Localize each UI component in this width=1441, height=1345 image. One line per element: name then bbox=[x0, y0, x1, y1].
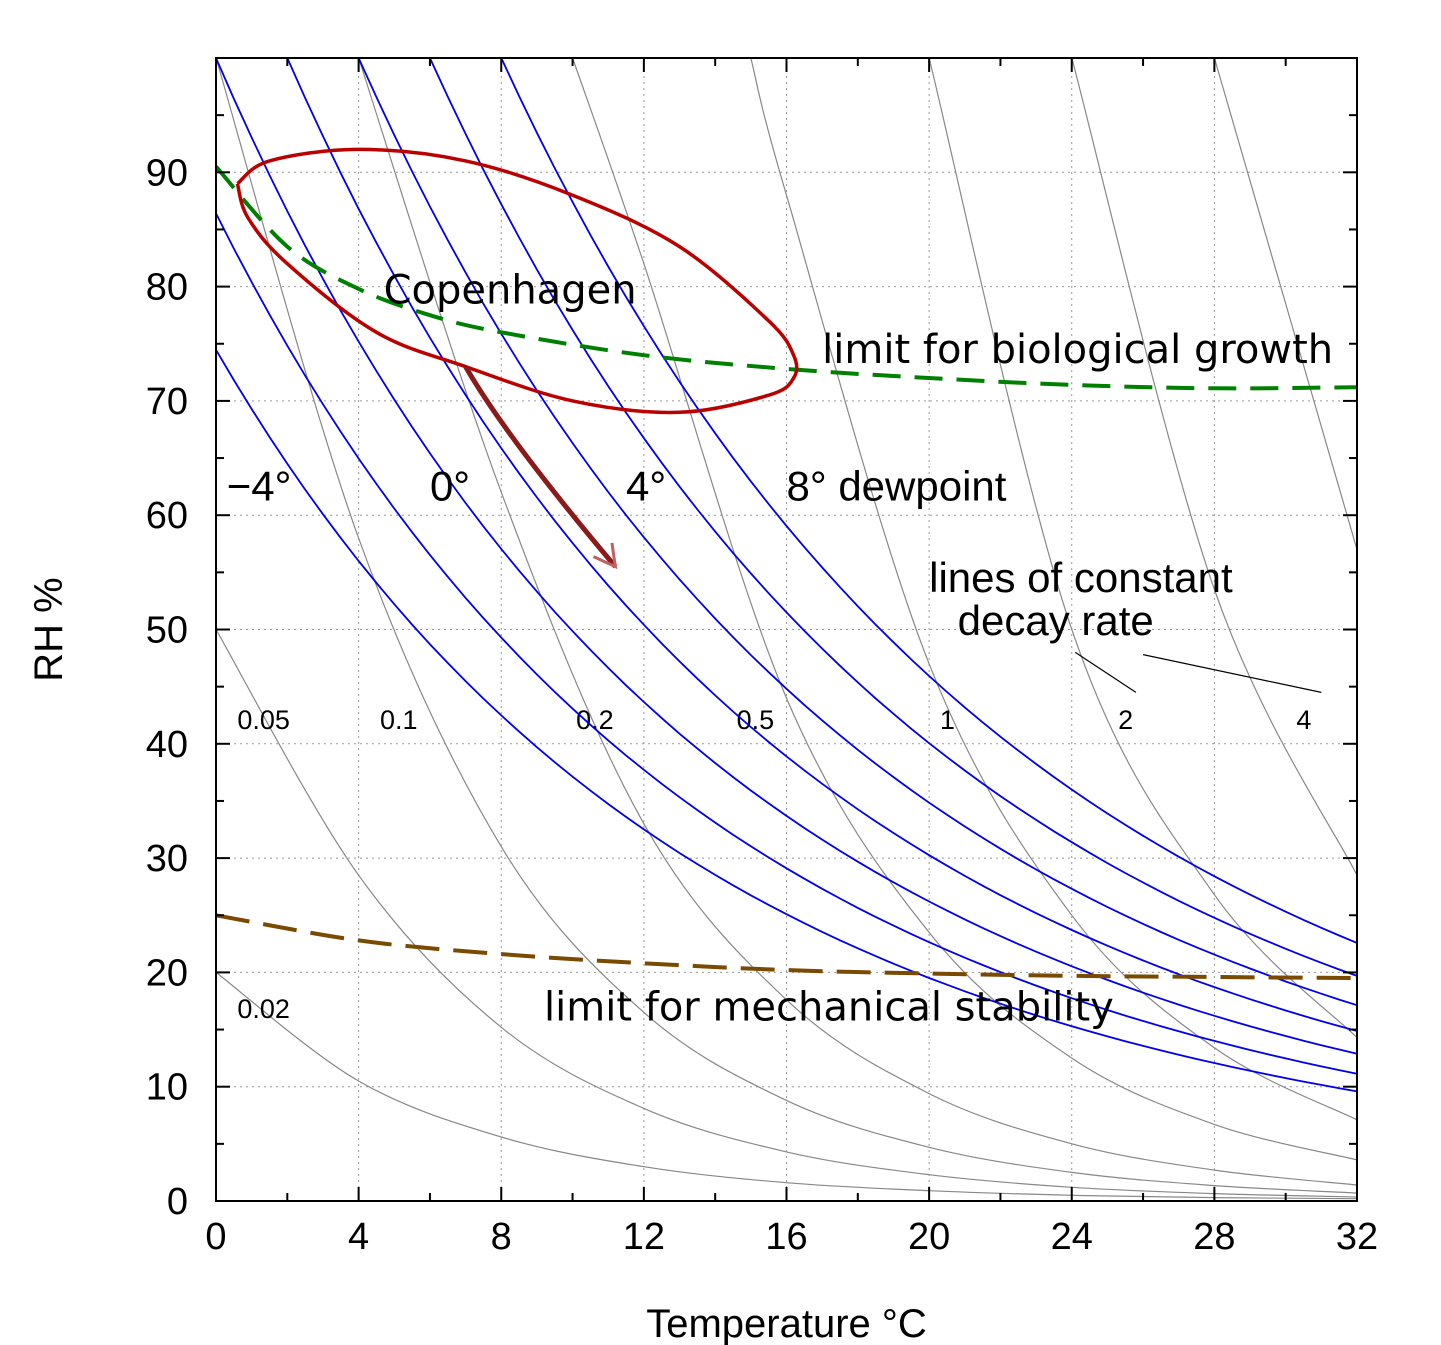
y-tick-label: 30 bbox=[146, 838, 188, 880]
decay-line-label: 0.02 bbox=[237, 994, 290, 1024]
grid-lines bbox=[216, 58, 1357, 1201]
decay-line bbox=[928, 57, 1358, 1039]
x-axis-title: Temperature °C bbox=[646, 1302, 927, 1345]
copenhagen-ellipse bbox=[235, 147, 799, 415]
copenhagen-arrow bbox=[463, 365, 618, 569]
dewpoint-label: −4° bbox=[227, 462, 292, 509]
copenhagen-arrowhead bbox=[592, 542, 618, 570]
decay-line bbox=[1213, 57, 1358, 550]
y-tick-label: 50 bbox=[146, 610, 188, 652]
dewpoint-line bbox=[215, 57, 1358, 1055]
x-tick-label: 0 bbox=[205, 1216, 226, 1258]
y-tick-label: 0 bbox=[167, 1181, 188, 1223]
dewpoint-label: 4° bbox=[626, 462, 666, 509]
x-tick-label: 4 bbox=[348, 1216, 369, 1258]
mech-stability-label: limit for mechanical stability bbox=[544, 984, 1114, 1030]
dewpoint-label: 8° dewpoint bbox=[787, 462, 1007, 509]
dewpoint-line bbox=[215, 349, 1358, 1093]
x-tick-label: 32 bbox=[1336, 1216, 1378, 1258]
decay-line-label: 0.05 bbox=[237, 705, 290, 735]
y-tick-label: 20 bbox=[146, 952, 188, 994]
y-tick-label: 70 bbox=[146, 381, 188, 423]
x-tick-label: 24 bbox=[1051, 1216, 1093, 1258]
decay-line bbox=[572, 57, 1358, 1161]
y-axis-title: RH % bbox=[27, 577, 71, 681]
y-tick-label: 80 bbox=[146, 267, 188, 309]
x-tick-label: 28 bbox=[1193, 1216, 1235, 1258]
decay-line bbox=[215, 629, 1358, 1198]
x-tick-label: 12 bbox=[623, 1216, 665, 1258]
decay-line-label: 2 bbox=[1118, 705, 1133, 735]
x-tick-label: 8 bbox=[491, 1216, 512, 1258]
y-tick-label: 10 bbox=[146, 1067, 188, 1109]
decay-line bbox=[215, 57, 1358, 1194]
dewpoint-label: 0° bbox=[430, 462, 470, 509]
x-tick-label: 20 bbox=[908, 1216, 950, 1258]
copenhagen-region bbox=[235, 147, 799, 570]
limit-lines bbox=[214, 165, 1358, 981]
decay-leader-line bbox=[1142, 654, 1322, 693]
copenhagen-label: Copenhagen bbox=[384, 268, 637, 314]
decay-line bbox=[1071, 57, 1358, 876]
decay-line bbox=[750, 57, 1358, 1121]
decay-line-label: 0.1 bbox=[380, 705, 418, 735]
dewpoint-line bbox=[286, 57, 1358, 1032]
decay-leader-line bbox=[1074, 651, 1137, 693]
decay-line-label: 0.2 bbox=[576, 705, 614, 735]
y-tick-label: 40 bbox=[146, 724, 188, 766]
text-labels: Temperature °C RH % Copenhagen limit for… bbox=[27, 268, 1333, 1345]
decay-line-label: 4 bbox=[1296, 705, 1311, 735]
bio-growth-label: limit for biological growth bbox=[822, 327, 1333, 373]
dewpoint-line bbox=[500, 57, 1358, 944]
decay-legend-line2: decay rate bbox=[958, 597, 1154, 644]
dewpoint-lines: −4° 0° 4° 8° dewpoint bbox=[215, 57, 1358, 1093]
decay-line bbox=[215, 971, 1358, 1200]
y-tick-label: 60 bbox=[146, 495, 188, 537]
decay-line-label: 1 bbox=[940, 705, 955, 735]
x-tick-label: 16 bbox=[765, 1216, 807, 1258]
bio-growth-line bbox=[214, 165, 1358, 391]
dewpoint-line bbox=[429, 57, 1358, 977]
decay-line bbox=[358, 57, 1358, 1186]
dewpoint-line bbox=[357, 57, 1358, 1007]
decay-legend-line1: lines of constant bbox=[929, 554, 1233, 601]
y-tick-label: 90 bbox=[146, 152, 188, 194]
dewpoint-line bbox=[215, 212, 1358, 1075]
